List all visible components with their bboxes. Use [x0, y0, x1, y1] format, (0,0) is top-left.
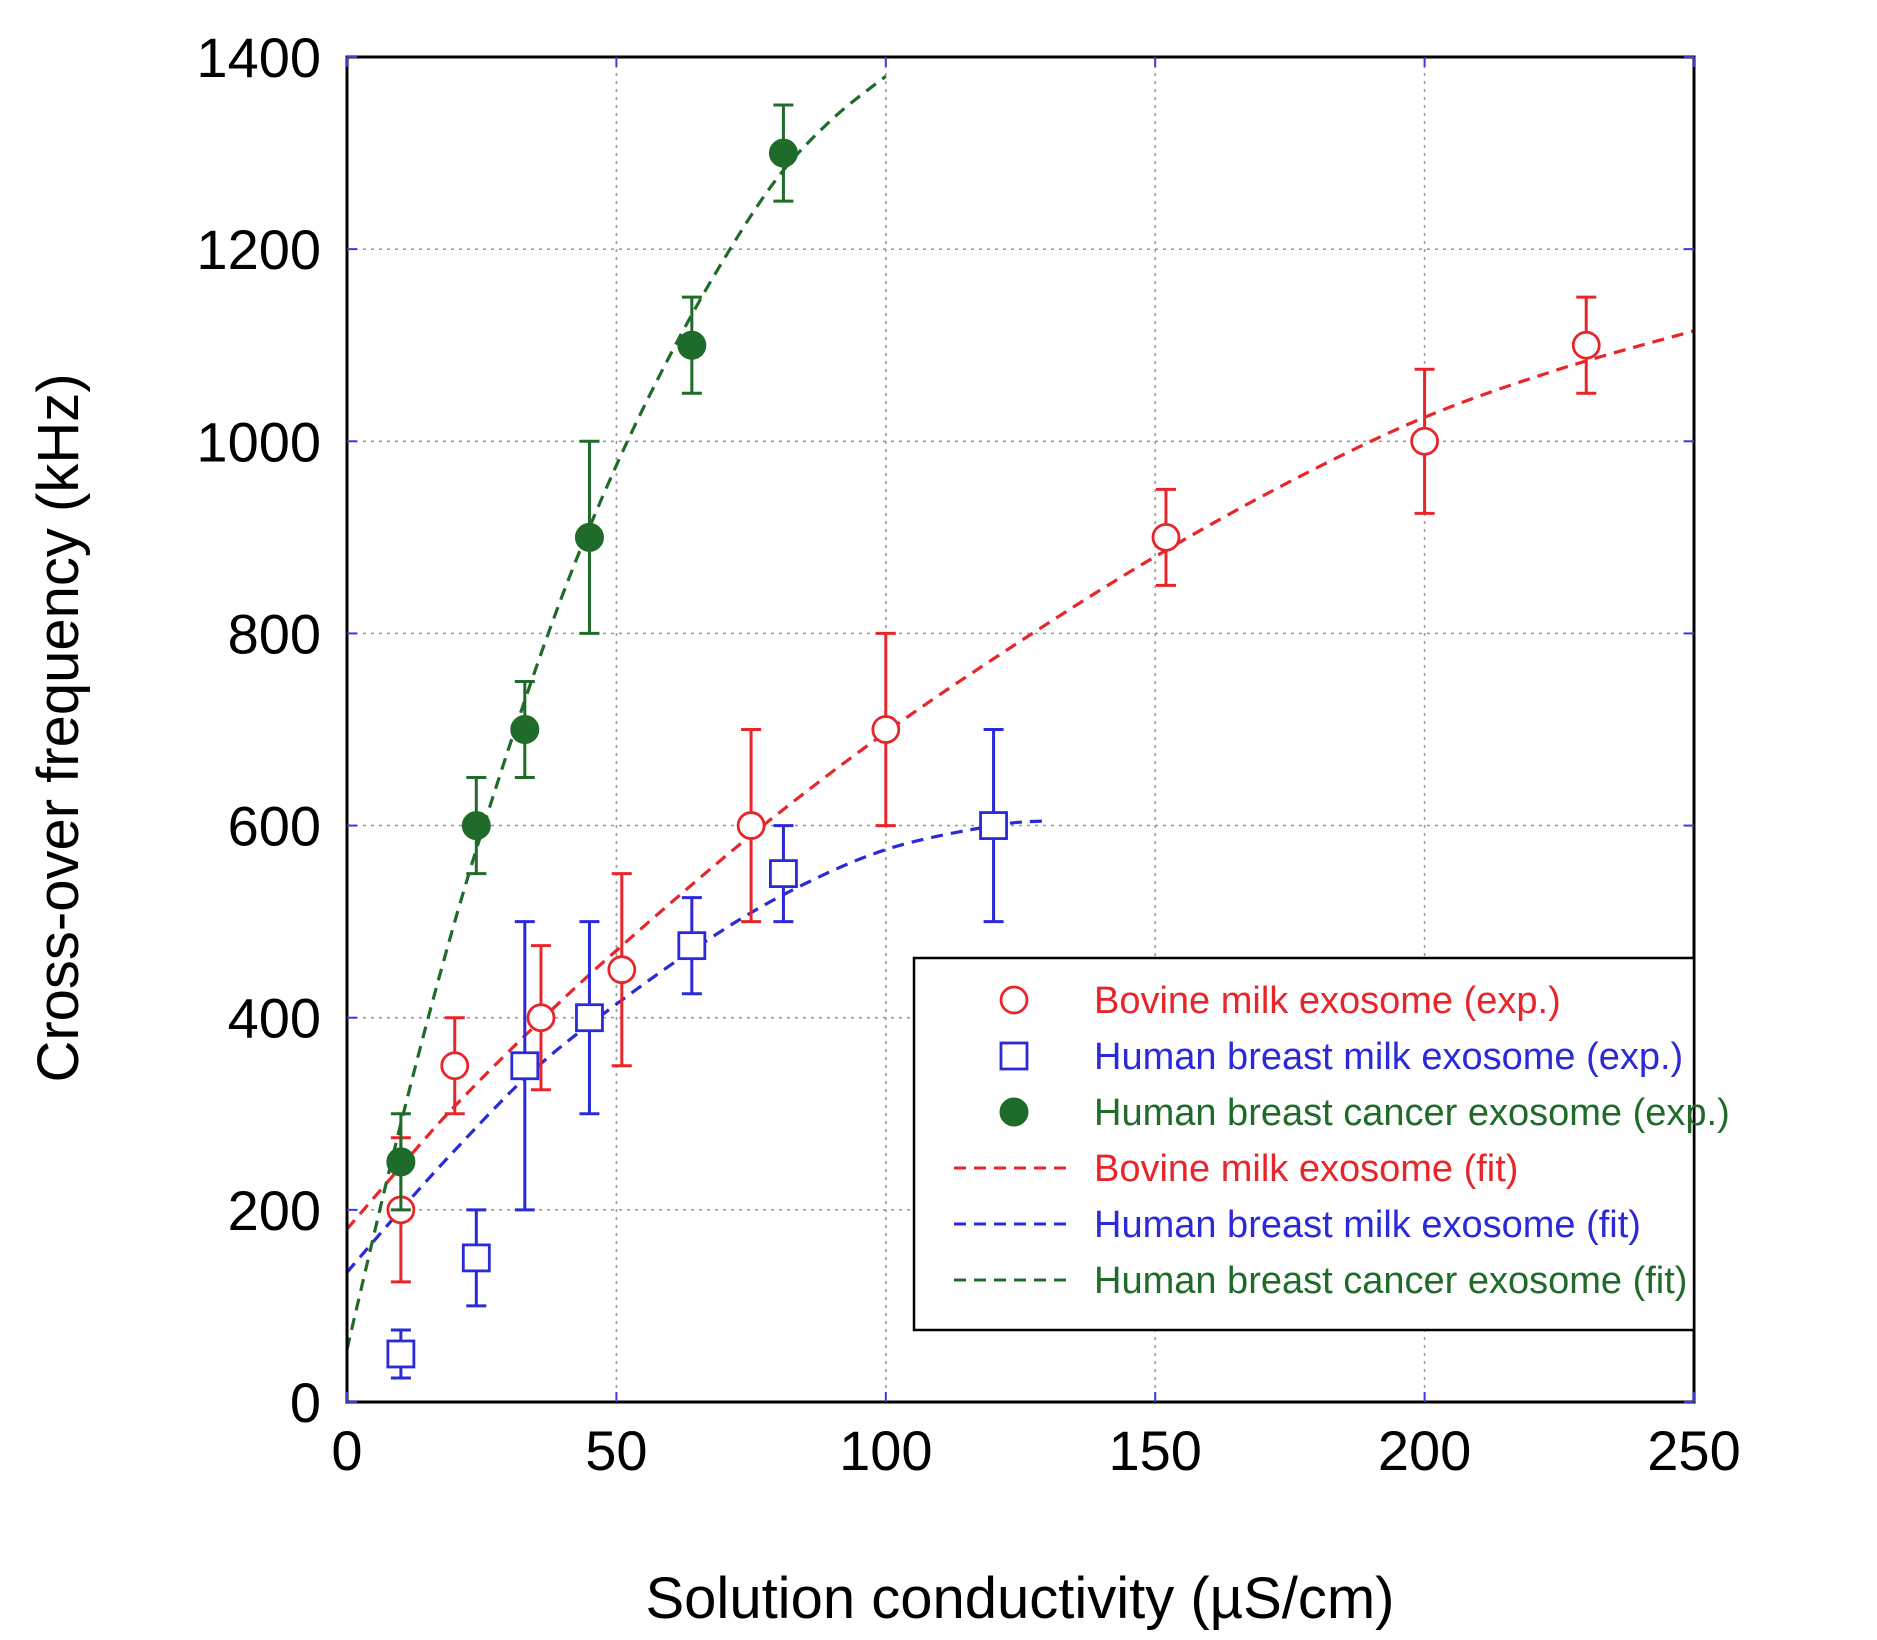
- fit-curve: [345, 74, 887, 1350]
- y-tick-label: 400: [228, 987, 321, 1050]
- legend-label: Human breast cancer exosome (fit): [1094, 1260, 1687, 1302]
- data-point: [769, 859, 798, 889]
- legend-label: Human breast milk exosome (fit): [1094, 1204, 1641, 1246]
- legend-label: Human breast milk exosome (exp.): [1094, 1036, 1683, 1078]
- data-point: [1571, 330, 1601, 360]
- data-point: [575, 1003, 604, 1033]
- data-point: [440, 1051, 470, 1081]
- legend-swatch-marker: [999, 985, 1029, 1015]
- legend-swatch-marker: [999, 1041, 1029, 1071]
- legend-box: [912, 956, 1696, 1332]
- x-tick-label: 150: [1108, 1419, 1201, 1482]
- y-tick-label: 800: [228, 602, 321, 665]
- data-point: [677, 931, 707, 961]
- y-tick-label: 600: [228, 795, 321, 858]
- legend-swatch-marker: [999, 1097, 1029, 1127]
- x-tick-label: 200: [1378, 1419, 1471, 1482]
- y-axis-title: Cross-over frequency (kHz): [26, 373, 91, 1082]
- data-point: [979, 811, 1008, 840]
- legend-label: Human breast cancer exosome (exp.): [1094, 1092, 1730, 1134]
- x-tick-label: 100: [839, 1419, 932, 1482]
- x-tick-label: 50: [585, 1419, 647, 1482]
- plot-frame: [345, 55, 1696, 1404]
- data-point: [510, 1051, 540, 1081]
- data-point: [871, 715, 901, 744]
- data-points: [386, 103, 1601, 1380]
- data-point: [526, 1003, 556, 1033]
- fit-curve: [345, 819, 1048, 1274]
- data-point: [461, 1243, 491, 1273]
- x-tick-label: 0: [331, 1419, 362, 1482]
- data-point: [510, 715, 540, 744]
- data-point: [1410, 426, 1439, 456]
- data-point: [736, 811, 766, 840]
- legend-label: Bovine milk exosome (fit): [1094, 1148, 1518, 1190]
- data-point: [461, 811, 491, 841]
- fit-lines: [345, 74, 1695, 1350]
- x-axis-title: Solution conductivity (µS/cm): [645, 1566, 1394, 1631]
- fit-curve: [345, 329, 1695, 1231]
- data-point: [386, 1339, 416, 1369]
- data-point: [574, 522, 604, 552]
- y-tick-label: 0: [290, 1371, 321, 1434]
- data-point: [768, 138, 798, 168]
- data-point: [1151, 522, 1181, 552]
- axis-ticks: 0 50 100 150 200 250 0 200 400 600 800 1000 1200 1400: [196, 26, 1740, 1482]
- data-point: [677, 330, 707, 360]
- y-tick-label: 1200: [196, 218, 321, 281]
- x-tick-label: 250: [1647, 1419, 1740, 1482]
- data-point: [607, 955, 637, 985]
- data-point: [386, 1147, 416, 1177]
- y-tick-label: 1400: [196, 26, 321, 89]
- legend-label: Bovine milk exosome (exp.): [1094, 980, 1561, 1022]
- y-tick-label: 1000: [196, 410, 321, 473]
- y-tick-label: 200: [228, 1179, 321, 1242]
- legend: Bovine milk exosome (exp.) Human breast m…: [912, 956, 1730, 1332]
